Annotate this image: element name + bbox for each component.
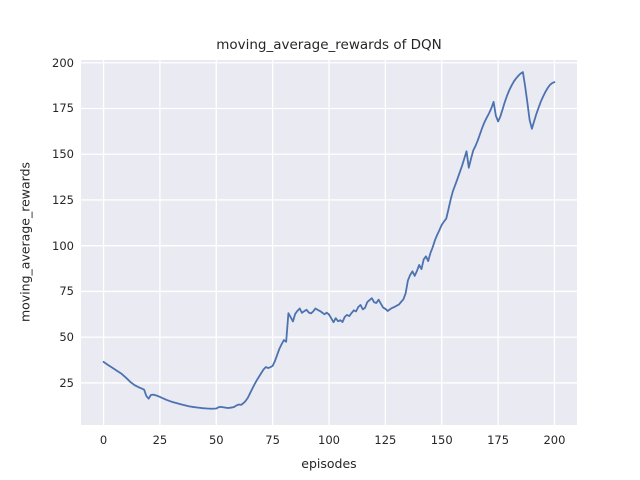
x-tick-label: 175 [487,433,510,447]
x-tick-label: 75 [265,433,280,447]
y-tick-label: 50 [59,330,74,345]
reward-line [102,71,556,410]
y-tick-labels: 25 50 75 100 125 150 175 200 [0,0,74,480]
line-plot-canvas [81,60,577,425]
plot-area [81,60,577,425]
x-tick-label: 100 [318,433,340,447]
x-axis-label: episodes [301,456,357,471]
y-axis-label: moving_average_rewards [17,161,33,323]
x-tick-label: 150 [430,433,453,447]
y-tick-label: 25 [59,375,74,390]
x-tick-label: 0 [99,433,108,447]
y-tick-label: 125 [52,192,74,207]
x-tick-label: 200 [543,433,566,447]
x-tick-label: 25 [152,433,168,447]
x-tick-label: 50 [208,433,224,447]
y-tick-label: 175 [52,101,74,116]
y-tick-label: 75 [59,284,74,299]
y-tick-label: 100 [52,238,74,253]
y-tick-label: 200 [52,55,74,70]
y-tick-label: 150 [52,147,74,162]
x-tick-label: 125 [374,433,397,447]
chart-title: moving_average_rewards of DQN [216,37,442,53]
